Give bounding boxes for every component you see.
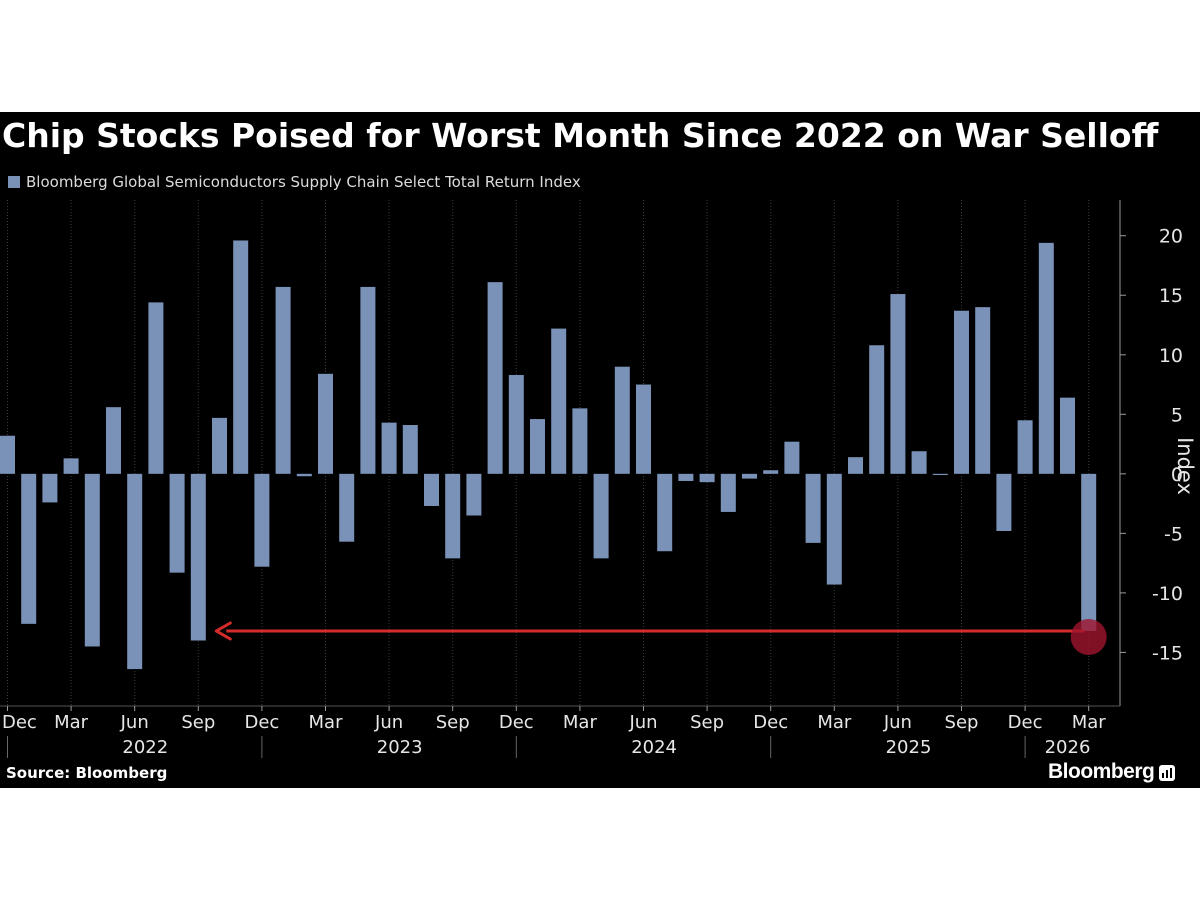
x-tick-label: Mar [563, 712, 598, 733]
bar [424, 473, 439, 506]
x-tick-label: Dec [753, 712, 788, 733]
chart-plot: -15 -10 -5 0 5 10 15 20 Index Dec Mar Jun Sep Dec Mar J… [0, 200, 1197, 758]
bar [445, 473, 461, 559]
year-label: 2025 [886, 737, 932, 758]
bar [339, 473, 355, 542]
bar [254, 473, 270, 567]
y-tick-label: -10 [1152, 583, 1183, 605]
x-tick-label: Sep [945, 712, 979, 733]
bar [84, 473, 100, 647]
x-tick-label: Mar [309, 712, 344, 733]
x-tick-label: Sep [181, 712, 215, 733]
bar [148, 302, 164, 474]
bar [742, 473, 757, 479]
y-tick-label: 5 [1171, 404, 1183, 426]
bar [572, 408, 588, 474]
bar [381, 422, 397, 474]
annotation-layer [214, 618, 1107, 655]
y-tick-label: -5 [1164, 523, 1183, 545]
bar [1038, 242, 1054, 474]
bar [657, 473, 673, 552]
bloomberg-chart-icon [1159, 765, 1176, 781]
x-tick-label: Jun [120, 712, 149, 733]
brand-logo: Bloomberg [1048, 760, 1176, 784]
bar [190, 473, 206, 641]
bar [996, 473, 1012, 531]
annotation-arrowhead [214, 621, 232, 641]
annotation-marker [1070, 618, 1107, 655]
bar [636, 384, 651, 474]
y-tick-label: 10 [1159, 345, 1183, 367]
bar [508, 375, 524, 474]
bar [42, 473, 58, 503]
bar [106, 407, 121, 474]
bar [1017, 420, 1033, 474]
bar [1060, 397, 1075, 474]
bar [869, 345, 885, 474]
bar [614, 366, 630, 474]
bar [826, 473, 842, 585]
legend-swatch [8, 176, 20, 188]
bar [805, 473, 821, 543]
bar [954, 310, 969, 474]
bar [360, 286, 376, 474]
x-tick-label: Sep [436, 712, 470, 733]
bar [1081, 473, 1097, 631]
source-note: Source: Bloomberg [6, 764, 168, 782]
y-tick-label: -15 [1152, 642, 1183, 664]
legend: Bloomberg Global Semiconductors Supply C… [8, 172, 581, 192]
bar [530, 419, 545, 474]
x-tick-label: Mar [817, 712, 852, 733]
bar [296, 473, 312, 477]
x-tick-label: Sep [690, 712, 724, 733]
bar [848, 457, 863, 474]
x-tick-label: Dec [2, 712, 37, 733]
x-tick-label: Jun [628, 712, 657, 733]
bar [0, 435, 15, 474]
bar [318, 373, 333, 474]
bar [169, 473, 185, 573]
bar [127, 473, 143, 670]
bar [233, 240, 249, 474]
bar [911, 451, 927, 474]
bar [975, 307, 991, 474]
x-tick-label: Mar [54, 712, 89, 733]
bar [932, 473, 948, 476]
y-tick-label: 0 [1171, 464, 1183, 486]
bar [763, 470, 779, 474]
bars-layer [0, 240, 1097, 670]
bar [678, 473, 694, 481]
x-tick-label: Dec [499, 712, 534, 733]
bar [466, 473, 482, 516]
bar [720, 473, 736, 512]
bar [487, 282, 503, 474]
x-tick-label: Dec [244, 712, 279, 733]
brand-name: Bloomberg [1048, 760, 1155, 783]
year-label: 2022 [122, 737, 168, 758]
y-axis-title: Index [1173, 437, 1197, 495]
bar [551, 328, 567, 474]
x-tick-label: Dec [1008, 712, 1043, 733]
y-tick-label: 15 [1159, 285, 1183, 307]
axis-layer: -15 -10 -5 0 5 10 15 20 Index Dec Mar Jun Sep Dec Mar J… [0, 200, 1197, 758]
bar [21, 473, 37, 624]
bar [63, 458, 79, 474]
bar [275, 286, 291, 474]
bar [212, 417, 227, 474]
chart-panel [0, 112, 1200, 788]
year-label: 2026 [1045, 737, 1091, 758]
year-label: 2024 [631, 737, 677, 758]
year-label: 2023 [377, 737, 423, 758]
bar [699, 473, 715, 483]
bar [890, 294, 906, 474]
x-tick-label: Jun [883, 712, 912, 733]
x-tick-label: Jun [374, 712, 403, 733]
x-tick-label: Mar [1072, 712, 1107, 733]
y-tick-label: 20 [1159, 226, 1183, 248]
chart-title: Chip Stocks Poised for Worst Month Since… [2, 116, 1159, 155]
bar [784, 441, 800, 474]
legend-label: Bloomberg Global Semiconductors Supply C… [26, 173, 581, 191]
bar [402, 425, 418, 474]
bar [593, 473, 609, 559]
